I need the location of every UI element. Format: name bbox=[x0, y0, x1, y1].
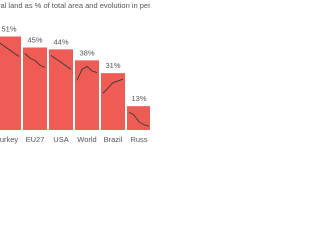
value-label: 51% bbox=[1, 24, 16, 33]
bar bbox=[23, 47, 47, 130]
value-label: 31% bbox=[105, 61, 120, 70]
x-tick-label: World bbox=[77, 135, 96, 144]
value-label: 38% bbox=[79, 48, 94, 57]
x-tick-label: USA bbox=[53, 135, 68, 144]
chart: ral land as % of total area and evolutio… bbox=[0, 1, 150, 144]
trend-line bbox=[76, 65, 98, 81]
trend-line bbox=[0, 42, 20, 57]
trend-line bbox=[50, 54, 72, 70]
bar bbox=[0, 36, 21, 130]
x-tick-label: EU27 bbox=[26, 135, 45, 144]
trend-line bbox=[128, 111, 150, 127]
bar bbox=[49, 49, 73, 131]
trend-line bbox=[102, 78, 124, 94]
chart-title: ral land as % of total area and evolutio… bbox=[0, 1, 150, 10]
value-label: 45% bbox=[27, 35, 42, 44]
bar bbox=[101, 73, 125, 130]
value-label: 44% bbox=[53, 37, 68, 46]
trend-line bbox=[24, 53, 46, 68]
value-label: 13% bbox=[131, 94, 146, 103]
x-tick-label: Brazil bbox=[104, 135, 123, 144]
x-tick-label: Russ bbox=[130, 135, 147, 144]
bar bbox=[75, 60, 99, 131]
x-tick-label: urkey bbox=[0, 135, 18, 144]
bar bbox=[127, 106, 150, 130]
